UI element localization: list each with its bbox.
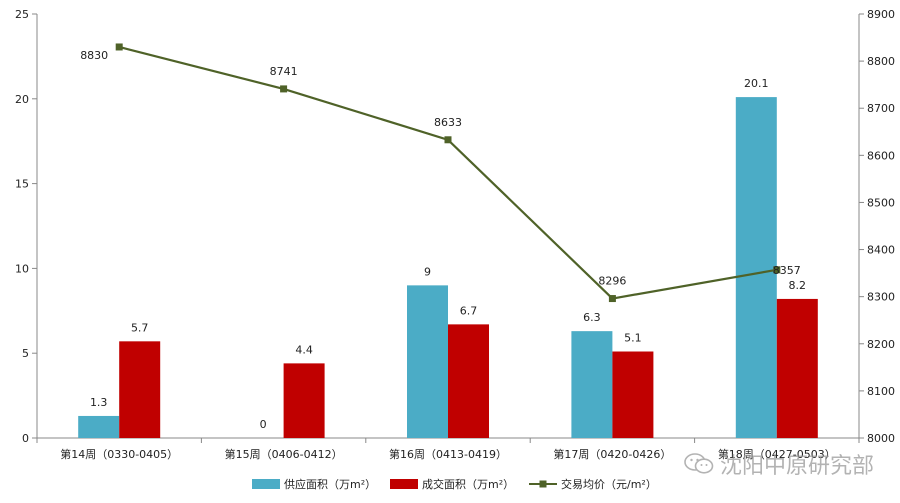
left-axis-ticks: 0 5 10 15 20 25 (15, 8, 37, 445)
right-tick-label: 8600 (867, 149, 895, 162)
legend-label: 交易均价（元/m²） (561, 477, 657, 491)
legend-swatch (390, 479, 418, 489)
left-tick-label: 10 (15, 262, 29, 275)
bar-series: 1.3 0 9 6.3 20.1 5.7 4.4 6.7 5.1 8.2 (78, 77, 818, 438)
bar (776, 298, 818, 438)
bar (448, 324, 489, 438)
left-tick-label: 20 (15, 93, 29, 106)
right-tick-label: 8400 (867, 244, 895, 257)
bar (735, 97, 777, 438)
watermark: 沈阳中原研究部 (684, 448, 874, 480)
line-data-label: 8357 (773, 264, 801, 277)
left-tick-label: 15 (15, 178, 29, 191)
legend-marker (539, 480, 547, 488)
category-labels: 第14周（0330-0405） 第15周（0406-0412） 第16周（0413-… (36, 438, 860, 461)
right-tick-label: 8200 (867, 338, 895, 351)
legend-swatch (252, 479, 280, 489)
bar-data-label: 4.4 (295, 343, 313, 356)
legend-label: 成交面积（万m²） (422, 477, 514, 491)
line-data-label: 8633 (434, 116, 462, 129)
line-marker (773, 266, 781, 274)
bar-data-label: 0 (260, 418, 267, 431)
watermark-text: 沈阳中原研究部 (719, 454, 874, 479)
category-label: 第15周（0406-0412） (225, 447, 343, 461)
price-line (118, 45, 777, 300)
right-tick-label: 8100 (867, 385, 895, 398)
bar-data-label: 9 (424, 265, 431, 278)
bar (78, 415, 120, 438)
bar (407, 285, 448, 438)
line-marker (280, 85, 288, 93)
line-data-label: 8741 (270, 65, 298, 78)
bar-data-label: 8.2 (789, 279, 807, 292)
bar-data-label: 6.7 (460, 304, 478, 317)
bar (119, 341, 161, 438)
right-axis-ticks: 8000 8100 8200 8300 8400 8500 8600 8700 8800 8900 (859, 8, 895, 445)
category-label: 第14周（0330-0405） (60, 447, 178, 461)
bar-data-label: 20.1 (744, 77, 769, 90)
bar-data-label: 1.3 (90, 396, 108, 409)
line-marker (444, 136, 452, 144)
line-marker (608, 295, 616, 303)
line-marker (115, 43, 123, 51)
bar-data-label: 6.3 (583, 311, 601, 324)
line-series: 8830 8741 8633 8296 8357 (80, 43, 801, 303)
legend-label: 供应面积（万m²） (284, 477, 376, 491)
left-tick-label: 0 (22, 432, 29, 445)
wechat-icon (684, 453, 714, 474)
bar-data-label: 5.7 (131, 321, 149, 334)
category-label: 第16周（0413-0419） (389, 447, 507, 461)
right-tick-label: 8500 (867, 196, 895, 209)
left-tick-label: 5 (22, 347, 29, 360)
category-label: 第18周（0427-0503） (718, 447, 836, 461)
line-data-label: 8296 (598, 275, 626, 288)
bar-data-label: 5.1 (624, 332, 642, 345)
right-tick-label: 8700 (867, 102, 895, 115)
right-tick-label: 8300 (867, 291, 895, 304)
line-data-label: 8830 (80, 49, 108, 62)
legend: 供应面积（万m²） 成交面积（万m²） 交易均价（元/m²） (252, 477, 657, 491)
right-tick-label: 8000 (867, 432, 895, 445)
right-tick-label: 8900 (867, 8, 895, 21)
category-label: 第17周（0420-0426） (553, 447, 671, 461)
bar (612, 351, 654, 438)
bar (283, 363, 325, 438)
bar (571, 331, 613, 438)
left-tick-label: 25 (15, 8, 29, 21)
right-tick-label: 8800 (867, 55, 895, 68)
